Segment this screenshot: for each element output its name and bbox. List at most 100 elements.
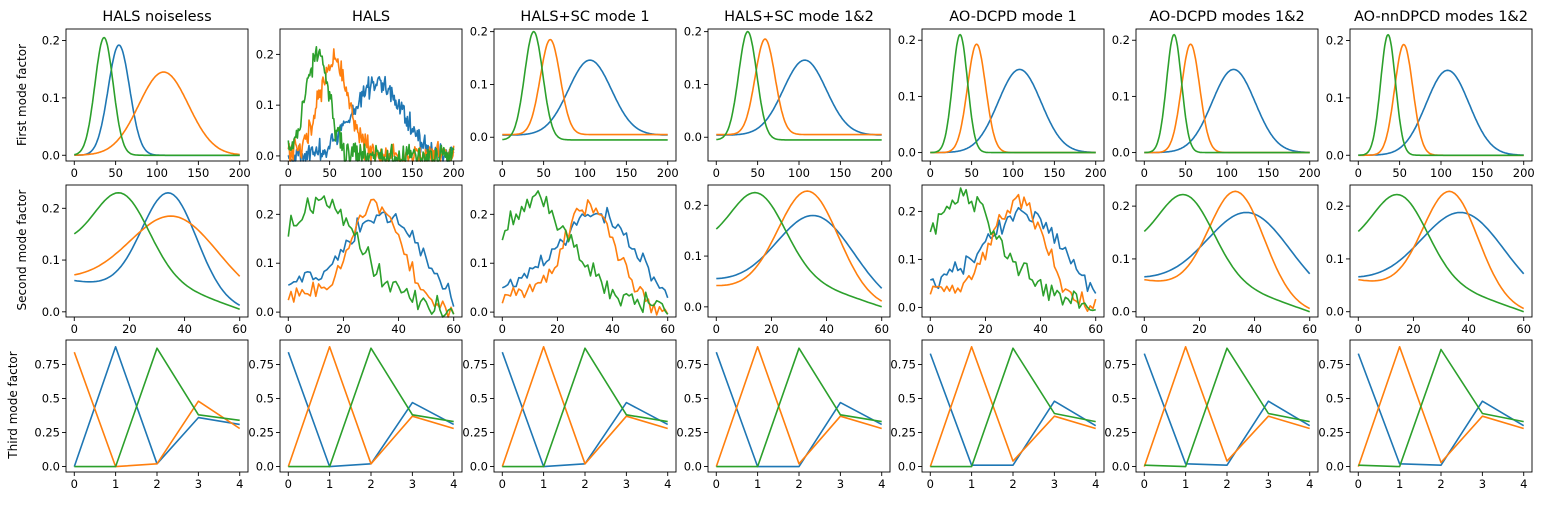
y-tick-label: 0.0 <box>256 305 274 319</box>
y-tick-label: 0.25 <box>890 426 916 440</box>
y-tick-label: 0.1 <box>1112 89 1130 103</box>
column-title: AO-DCPD mode 1 <box>949 9 1076 25</box>
subplot: 0 50 100 150 200 0.0 0.1 0.2 <box>684 25 893 180</box>
series-line-orange <box>502 38 668 136</box>
x-tick-label: 200 <box>871 166 893 180</box>
subplot: 0 1 2 3 4 0.0 0.25 0.5 0.75 <box>676 339 891 491</box>
x-tick-label: 50 <box>536 166 551 180</box>
y-tick-label: 0.1 <box>470 256 488 270</box>
x-tick-label: 0 <box>713 166 720 180</box>
x-tick-label: 0 <box>499 322 506 336</box>
y-tick-label: 0.1 <box>1326 91 1344 105</box>
x-tick-label: 60 <box>232 322 247 336</box>
y-tick-label: 0.0 <box>42 305 60 319</box>
series-line-blue <box>1143 353 1311 466</box>
y-tick-label: 0.1 <box>684 77 702 91</box>
subplot: 0 20 40 60 0.0 0.1 0.2 <box>470 184 677 336</box>
x-tick-label: 150 <box>829 166 851 180</box>
series-line-blue <box>287 211 455 307</box>
series-line-orange <box>1143 346 1310 467</box>
y-tick-label: 0.0 <box>42 460 60 474</box>
series-line-blue <box>1144 211 1311 278</box>
x-tick-label: 4 <box>236 477 243 491</box>
y-tick-label: 0.2 <box>1112 199 1130 213</box>
y-tick-label: 0.0 <box>470 460 488 474</box>
y-tick-label: 0.1 <box>1326 252 1344 266</box>
x-tick-label: 100 <box>1430 166 1452 180</box>
y-tick-label: 0.2 <box>684 198 702 212</box>
series-line-blue <box>930 206 1097 294</box>
x-tick-label: 60 <box>660 322 675 336</box>
y-tick-label: 0.75 <box>248 357 274 371</box>
x-tick-label: 0 <box>285 477 292 491</box>
y-tick-label: 0.1 <box>470 77 488 91</box>
x-tick-label: 150 <box>1471 166 1493 180</box>
series-line-green <box>1144 347 1310 468</box>
x-tick-label: 2 <box>1223 477 1230 491</box>
x-tick-label: 50 <box>1392 166 1407 180</box>
x-tick-label: 50 <box>964 166 979 180</box>
series-line-green <box>74 36 240 157</box>
series-line-green <box>501 190 669 315</box>
x-tick-label: 0 <box>499 477 506 491</box>
x-tick-label: 4 <box>1092 477 1099 491</box>
x-tick-label: 1 <box>112 477 119 491</box>
series-line-orange <box>74 71 240 156</box>
series-line-orange <box>716 190 883 302</box>
series-line-green <box>930 347 1096 468</box>
subplot: 0 50 100 150 200 0.0 0.1 0.2 <box>1112 28 1321 180</box>
x-tick-label: 150 <box>615 166 637 180</box>
y-tick-label: 0.1 <box>1112 252 1130 266</box>
axes-frame <box>921 184 1105 318</box>
x-tick-label: 20 <box>764 322 779 336</box>
y-tick-label: 0.25 <box>462 426 488 440</box>
x-tick-label: 200 <box>657 166 679 180</box>
series-line-orange <box>1357 346 1524 467</box>
row-label: Second mode factor <box>15 189 29 310</box>
x-tick-label: 0 <box>1355 322 1362 336</box>
series-line-green <box>502 347 668 468</box>
y-tick-label: 0.75 <box>1318 357 1344 371</box>
y-tick-label: 0.25 <box>34 426 60 440</box>
y-tick-label: 0.2 <box>42 33 60 47</box>
x-tick-label: 0 <box>499 166 506 180</box>
x-tick-label: 150 <box>1043 166 1065 180</box>
x-tick-label: 60 <box>1088 322 1103 336</box>
x-tick-label: 4 <box>878 477 885 491</box>
series-line-green <box>929 187 1096 312</box>
x-tick-label: 3 <box>1051 477 1058 491</box>
x-tick-label: 4 <box>450 477 457 491</box>
series-line-green <box>1143 193 1310 313</box>
x-tick-label: 3 <box>409 477 416 491</box>
x-tick-label: 1 <box>968 477 975 491</box>
x-tick-label: 150 <box>1257 166 1279 180</box>
series-line-green <box>287 195 455 318</box>
y-tick-label: 0.75 <box>1104 357 1130 371</box>
series-line-green <box>716 347 882 468</box>
x-tick-label: 40 <box>1033 322 1048 336</box>
subplot: 0 1 2 3 4 0.0 0.25 0.5 0.75 <box>1104 339 1319 491</box>
y-tick-label: 0.0 <box>470 305 488 319</box>
x-tick-label: 2 <box>367 477 374 491</box>
series-line-blue <box>1358 69 1524 156</box>
series-line-green <box>288 347 454 468</box>
y-tick-label: 0.2 <box>256 47 274 61</box>
y-tick-label: 0.5 <box>256 392 274 406</box>
subplot: 0 1 2 3 4 0.0 0.25 0.5 0.75 <box>890 339 1105 491</box>
row-label: Third mode factor <box>6 351 20 459</box>
x-tick-label: 3 <box>623 477 630 491</box>
y-tick-label: 0.2 <box>898 33 916 47</box>
y-tick-label: 0.1 <box>256 256 274 270</box>
series-line-orange <box>1358 190 1525 310</box>
subplot: 0 1 2 3 4 0.0 0.25 0.5 0.75 <box>248 339 463 491</box>
x-tick-label: 150 <box>187 166 209 180</box>
column-title: HALS <box>352 9 390 25</box>
x-tick-label: 60 <box>1516 322 1531 336</box>
x-tick-label: 4 <box>1520 477 1527 491</box>
x-tick-label: 0 <box>1141 322 1148 336</box>
x-tick-label: 3 <box>837 477 844 491</box>
subplot: 0 20 40 60 0.0 0.1 0.2 <box>1326 184 1533 336</box>
y-tick-label: 0.0 <box>256 149 274 163</box>
y-tick-label: 0.1 <box>42 91 60 105</box>
